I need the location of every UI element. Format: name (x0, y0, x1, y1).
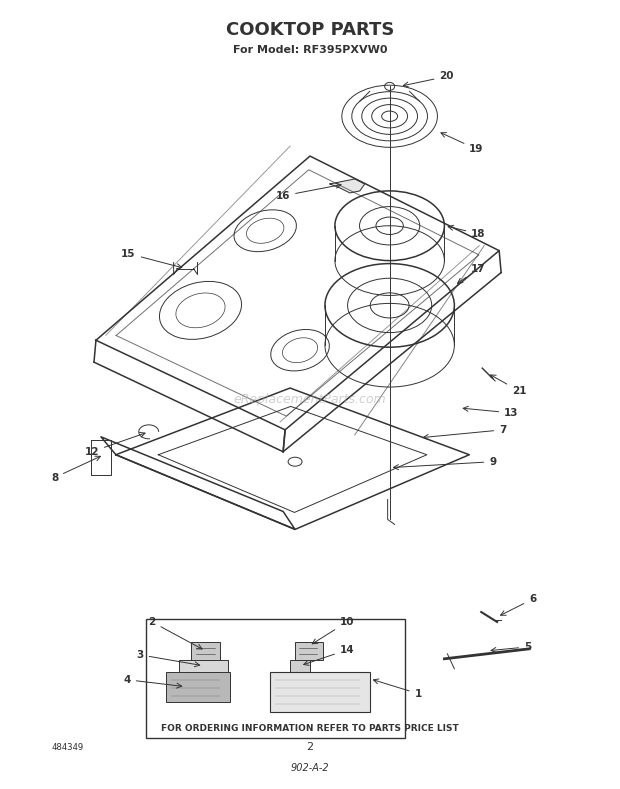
Text: 13: 13 (463, 406, 518, 418)
Text: 16: 16 (275, 183, 341, 201)
Text: 2: 2 (148, 617, 202, 649)
Text: 6: 6 (500, 594, 536, 615)
Text: 8: 8 (51, 456, 100, 483)
Text: FOR ORDERING INFORMATION REFER TO PARTS PRICE LIST: FOR ORDERING INFORMATION REFER TO PARTS … (161, 724, 459, 733)
Text: 18: 18 (448, 226, 486, 239)
Bar (179, 660, 228, 671)
Text: 17: 17 (458, 264, 486, 283)
Text: 3: 3 (136, 650, 200, 667)
Text: 902-A-2: 902-A-2 (291, 763, 329, 773)
Text: 10: 10 (312, 617, 355, 644)
Bar (295, 642, 323, 660)
Text: 1: 1 (373, 679, 422, 698)
Text: 12: 12 (84, 432, 145, 457)
Text: 21: 21 (490, 375, 526, 396)
Text: 9: 9 (394, 457, 497, 469)
Text: 20: 20 (404, 72, 454, 87)
Text: 484349: 484349 (51, 743, 84, 752)
Text: COOKTOP PARTS: COOKTOP PARTS (226, 21, 394, 39)
Text: 14: 14 (304, 645, 355, 665)
Text: eReplacementParts.com: eReplacementParts.com (234, 394, 386, 406)
Text: 2: 2 (306, 742, 314, 753)
Text: 7: 7 (423, 424, 507, 439)
Text: 4: 4 (123, 675, 182, 688)
Polygon shape (330, 179, 365, 193)
Bar (166, 671, 231, 701)
Bar (270, 671, 370, 712)
Bar (190, 642, 220, 660)
Bar (146, 619, 405, 739)
Text: 5: 5 (491, 642, 531, 653)
Bar (290, 660, 310, 671)
Text: For Model: RF395PXVW0: For Model: RF395PXVW0 (232, 44, 388, 54)
Text: 19: 19 (441, 133, 484, 154)
Text: 15: 15 (122, 249, 182, 269)
